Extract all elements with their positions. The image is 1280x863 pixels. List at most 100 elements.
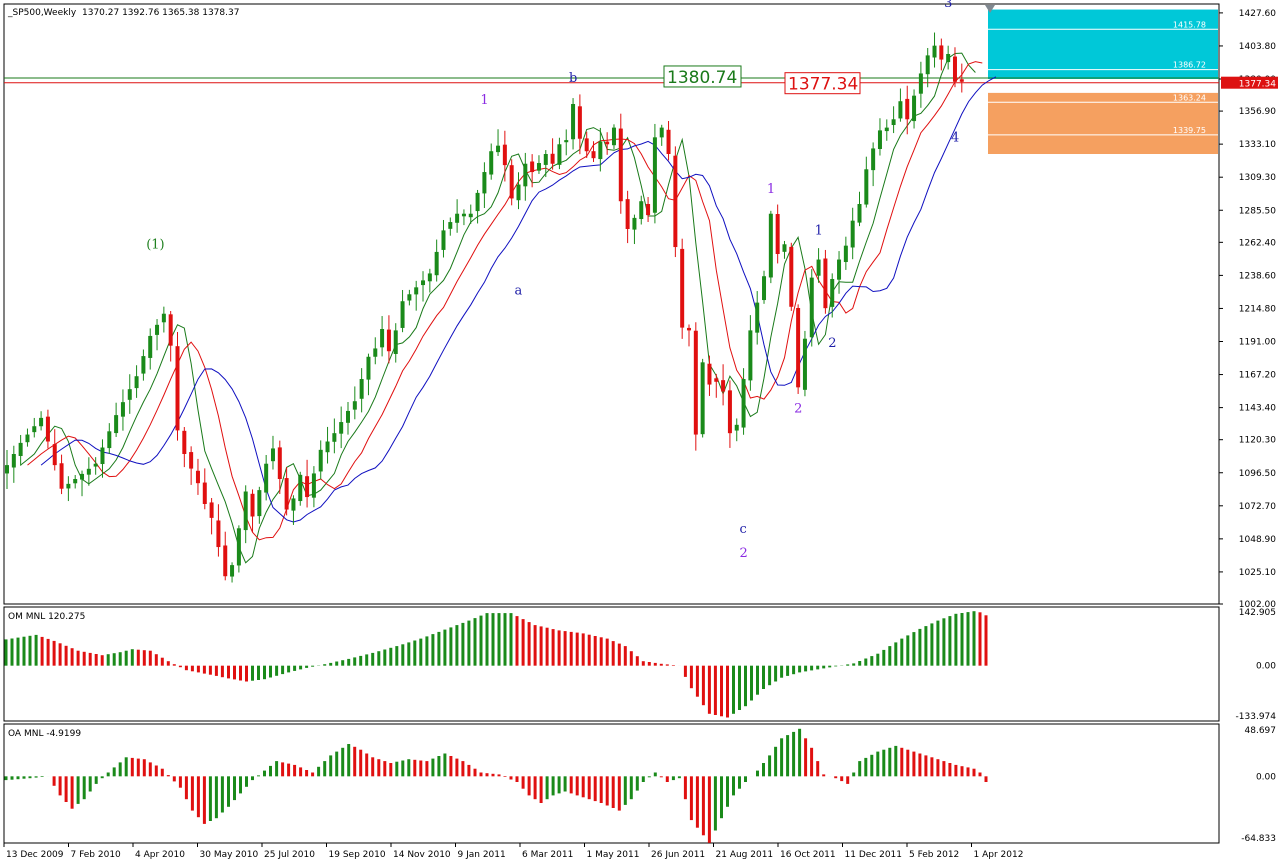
zone-level-label: 1363.24 [1173, 93, 1206, 102]
chart-header-ohlc: 1370.27 1392.76 1365.38 1378.37 [82, 8, 239, 18]
time-tick-label: 26 Jun 2011 [651, 850, 705, 860]
candle-body [659, 127, 664, 138]
candle-body [652, 137, 657, 213]
candle-body [952, 56, 957, 82]
price-tick-label: 1403.80 [1239, 42, 1276, 52]
price-tick-label: 1096.50 [1239, 469, 1276, 479]
candle-body [339, 422, 344, 434]
zone-level-label: 1415.78 [1173, 20, 1206, 29]
candle-body [775, 214, 780, 254]
candle-body [257, 490, 262, 517]
price-tick-label: 1167.20 [1239, 371, 1276, 381]
candle-body [625, 199, 630, 229]
candle-body [632, 217, 637, 230]
price-tick-label: 1120.30 [1239, 436, 1276, 446]
wave-label: 2 [828, 336, 836, 351]
candle-body [864, 169, 869, 205]
om-histogram: 142.905 0.00 -133.974 [4, 608, 1277, 722]
price-boxes: 1380.74 1377.34 [663, 65, 861, 95]
candle-body [25, 434, 30, 443]
time-tick-label: 4 Apr 2010 [135, 850, 185, 860]
wave-label: 2 [740, 546, 748, 561]
candle-body [605, 141, 610, 145]
candle-body [134, 376, 139, 389]
candle-body [700, 362, 705, 435]
candle-body [482, 172, 487, 194]
candle-body [209, 502, 214, 518]
wave-label: 1 [767, 182, 775, 197]
oa-indicator-title: OA MNL -4.9199 [8, 729, 81, 739]
candle-body [550, 153, 555, 164]
wave-label: 1 [815, 224, 823, 239]
indicator-tick-label: 142.905 [1239, 608, 1276, 618]
candle-body [837, 259, 842, 280]
candle-body [298, 474, 303, 502]
candle-body [789, 246, 794, 307]
candle-body [516, 184, 521, 201]
candle-body [693, 330, 698, 435]
candle-body [427, 273, 432, 282]
candle-body [5, 465, 9, 474]
candle-body [611, 127, 616, 146]
horizontal-lines [4, 77, 1219, 84]
candle-body [918, 73, 923, 94]
time-tick-label: 25 Jul 2010 [264, 850, 315, 860]
price-tick-label: 1309.30 [1239, 173, 1276, 183]
time-tick-label: 13 Dec 2009 [6, 850, 64, 860]
candle-body [932, 45, 937, 58]
candle-body [782, 244, 787, 252]
candle-body [168, 314, 173, 346]
candle-body [332, 433, 337, 442]
candle-body [571, 104, 576, 140]
candle-body [618, 128, 623, 202]
price-tick-label: 1143.40 [1239, 404, 1276, 414]
candle-body [577, 106, 582, 139]
time-tick-label: 9 Jan 2011 [458, 850, 506, 860]
moving-averages [20, 52, 997, 564]
indicator-tick-label: -64.833 [1241, 834, 1276, 844]
candle-body [311, 473, 316, 498]
time-tick-label: 19 Sep 2010 [329, 850, 386, 860]
candle-body [434, 251, 439, 276]
candle-body [393, 330, 398, 354]
om-panel-frame [3, 606, 1220, 722]
time-tick-label: 6 Mar 2011 [522, 850, 573, 860]
candle-body [912, 95, 917, 122]
candle-body [530, 161, 535, 173]
candle-body [639, 201, 644, 220]
time-tick-label: 1 Apr 2012 [974, 850, 1024, 860]
candle-body [448, 222, 453, 229]
candle-body [673, 155, 678, 248]
candle-body [318, 449, 323, 472]
candle-body [39, 417, 44, 427]
candle-body [414, 287, 419, 295]
om-indicator-title: OM MNL 120.275 [8, 612, 85, 622]
candle-body [734, 424, 739, 431]
candle-body [264, 463, 269, 493]
candle-body [905, 98, 910, 120]
candle-body [939, 45, 944, 60]
indicator-tick-label: -133.974 [1236, 712, 1277, 722]
candle-body [305, 476, 310, 498]
candlesticks [5, 32, 964, 583]
price-tick-label: 1356.90 [1239, 107, 1276, 117]
candle-body [32, 426, 37, 433]
candle-body [959, 79, 964, 82]
candle-body [284, 478, 289, 510]
candle-body [509, 165, 514, 199]
candle-body [189, 452, 194, 469]
candle-body [441, 230, 446, 250]
candle-body [223, 545, 228, 577]
price-tick-label: 1002.00 [1239, 600, 1276, 610]
green-price-box [663, 65, 742, 88]
candle-body [18, 442, 23, 457]
price-tick-label: 1072.70 [1239, 502, 1276, 512]
wave-label: 4 [951, 131, 959, 146]
red-price-box [784, 72, 861, 95]
oa-histogram: 48.697 0.00 -64.833 [4, 726, 1276, 844]
price-panel-frame [3, 3, 1220, 605]
indicator-tick-label: 0.00 [1256, 772, 1276, 782]
candle-body [59, 463, 64, 489]
chart-shift-marker-icon[interactable] [985, 5, 995, 13]
